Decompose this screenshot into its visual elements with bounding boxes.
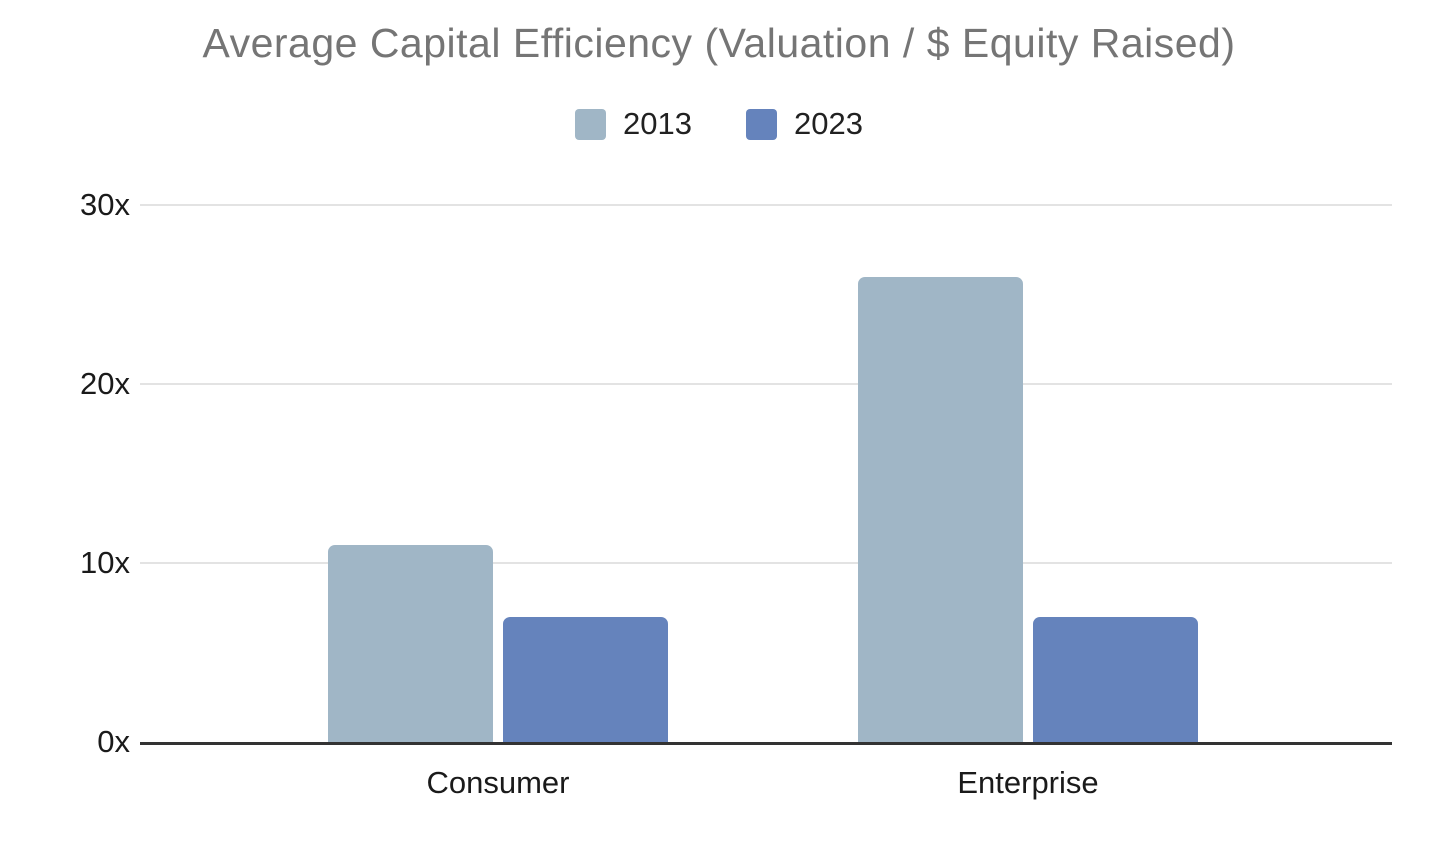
bar-consumer-2023[interactable] <box>503 616 668 742</box>
bar-enterprise-2023[interactable] <box>1033 616 1198 742</box>
bar-consumer-2013[interactable] <box>328 545 493 742</box>
x-category-label-consumer: Consumer <box>426 765 570 800</box>
y-tick-label-0x: 0x <box>97 724 130 759</box>
gridline-30x <box>140 204 1392 206</box>
plot-area <box>140 204 1392 745</box>
y-tick-label-30x: 30x <box>80 187 130 222</box>
bar-group-enterprise <box>858 276 1198 742</box>
chart-title: Average Capital Efficiency (Valuation / … <box>202 20 1236 66</box>
legend-item-2013[interactable]: 2013 <box>575 106 692 142</box>
y-tick-label-10x: 10x <box>80 545 130 580</box>
y-tick-label-20x: 20x <box>80 366 130 401</box>
bar-group-consumer <box>328 545 668 742</box>
legend-label: 2013 <box>623 106 692 141</box>
gridline-10x <box>140 562 1392 564</box>
legend-item-2023[interactable]: 2023 <box>746 106 863 142</box>
legend-swatch-2023 <box>746 108 777 140</box>
gridline-20x <box>140 383 1392 385</box>
legend-swatch-2013 <box>575 108 607 140</box>
legend-label: 2023 <box>794 106 863 141</box>
x-category-label-enterprise: Enterprise <box>957 765 1099 800</box>
bar-enterprise-2013[interactable] <box>858 276 1023 742</box>
chart-legend: 2013 2023 <box>0 106 1438 142</box>
